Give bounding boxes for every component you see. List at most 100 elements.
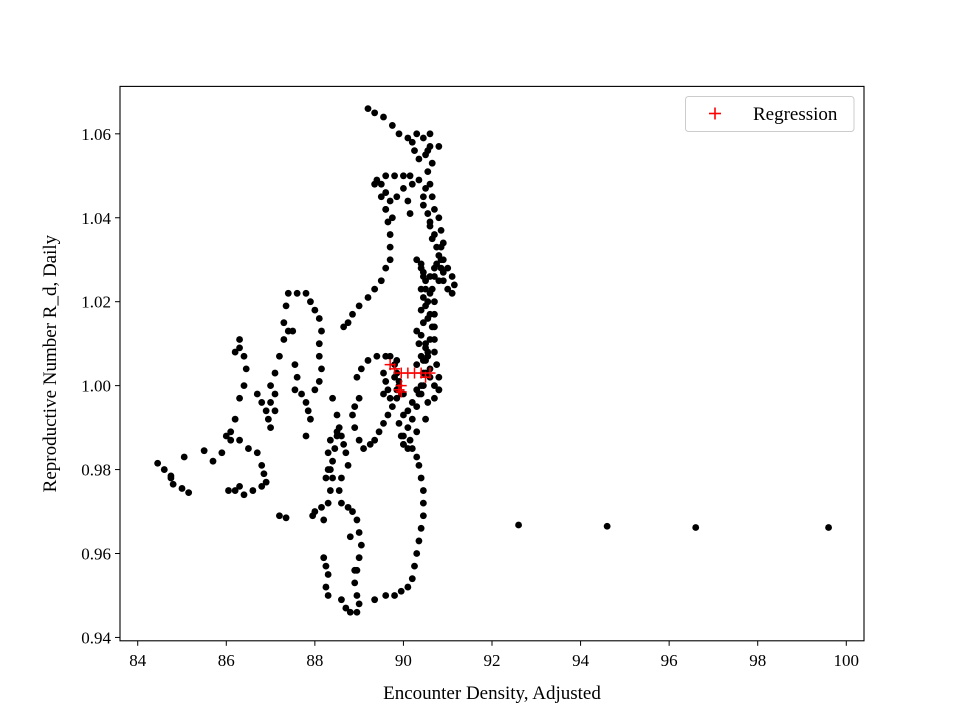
data-point [291, 361, 299, 369]
data-point [515, 521, 522, 529]
data-point [209, 457, 217, 465]
data-point [377, 193, 385, 201]
data-point [311, 386, 319, 394]
data-point [302, 399, 310, 406]
data-point [380, 113, 387, 121]
data-point [417, 306, 425, 314]
data-point [431, 394, 438, 402]
data-point [324, 449, 332, 457]
data-point [419, 134, 427, 142]
data-point [349, 508, 356, 515]
data-point [384, 386, 392, 394]
data-point [371, 109, 379, 117]
data-point [307, 298, 314, 306]
data-point [415, 461, 423, 469]
data-point [415, 537, 423, 545]
data-point [408, 575, 416, 583]
data-point [386, 243, 394, 251]
data-point [417, 390, 425, 398]
data-point [424, 210, 432, 217]
data-point [382, 592, 390, 599]
data-point [382, 378, 390, 385]
data-point [276, 512, 283, 520]
data-point [377, 277, 385, 285]
x-axis-label: Encounter Density, Adjusted [383, 683, 601, 704]
data-point [397, 432, 405, 440]
data-point [413, 361, 421, 369]
data-point [258, 461, 266, 469]
data-point [424, 399, 432, 406]
data-point [331, 445, 339, 452]
data-point [408, 180, 416, 188]
data-point [419, 319, 427, 327]
data-point [384, 411, 392, 419]
data-point [353, 592, 361, 599]
data-point [357, 541, 365, 549]
data-point [391, 172, 398, 180]
data-point [426, 218, 434, 226]
data-point [435, 373, 443, 381]
legend-marker-plus-icon [709, 107, 721, 120]
data-point [424, 315, 432, 322]
data-point [335, 487, 343, 494]
data-point [444, 285, 452, 293]
regression-point [395, 386, 407, 398]
data-point [428, 159, 436, 167]
y-tick-label: 1.02 [81, 293, 111, 312]
data-point [324, 466, 332, 473]
y-tick-label: 1.06 [81, 125, 111, 144]
data-point [406, 436, 414, 444]
data-point [185, 489, 193, 497]
data-point [382, 172, 390, 180]
data-point [419, 512, 427, 520]
data-point [388, 122, 396, 129]
data-point [426, 180, 434, 188]
data-point [236, 336, 243, 343]
data-point [417, 331, 425, 339]
data-point [380, 420, 387, 427]
y-tick-label: 1.04 [81, 209, 111, 228]
data-point [431, 348, 438, 356]
y-tick-label: 1.00 [81, 377, 111, 396]
data-point [353, 516, 361, 524]
data-point [304, 407, 312, 415]
data-point [315, 378, 323, 385]
data-point [413, 386, 421, 394]
data-point [431, 231, 438, 238]
data-point [435, 143, 443, 150]
data-point [393, 357, 401, 364]
data-point [415, 155, 423, 163]
data-point [344, 319, 352, 327]
x-tick-label: 100 [834, 651, 860, 670]
data-point [344, 503, 352, 511]
data-point [439, 268, 447, 276]
data-point [293, 373, 301, 381]
data-point [355, 554, 363, 562]
x-tick-label: 90 [395, 651, 412, 670]
data-point [448, 289, 456, 297]
data-point [393, 193, 401, 201]
data-point [276, 352, 283, 360]
data-point [302, 289, 310, 297]
data-point [435, 214, 443, 222]
data-points-black [154, 105, 832, 616]
data-point [344, 461, 352, 469]
data-point [413, 428, 421, 436]
data-point [413, 550, 421, 557]
data-point [411, 147, 418, 155]
data-point [280, 336, 288, 343]
data-point [437, 226, 445, 234]
data-point [404, 407, 412, 415]
y-tick-label: 0.98 [81, 461, 111, 480]
data-point [236, 394, 243, 402]
data-point [180, 453, 188, 461]
data-point [282, 514, 290, 522]
data-point [262, 407, 270, 415]
data-point [311, 306, 319, 314]
data-point [404, 583, 412, 591]
data-point [415, 176, 423, 184]
plot-area [120, 86, 864, 641]
data-point [419, 357, 427, 364]
x-tick-label: 96 [661, 651, 678, 670]
x-axis: 84 86 88 90 92 94 96 98 100 [129, 640, 860, 670]
